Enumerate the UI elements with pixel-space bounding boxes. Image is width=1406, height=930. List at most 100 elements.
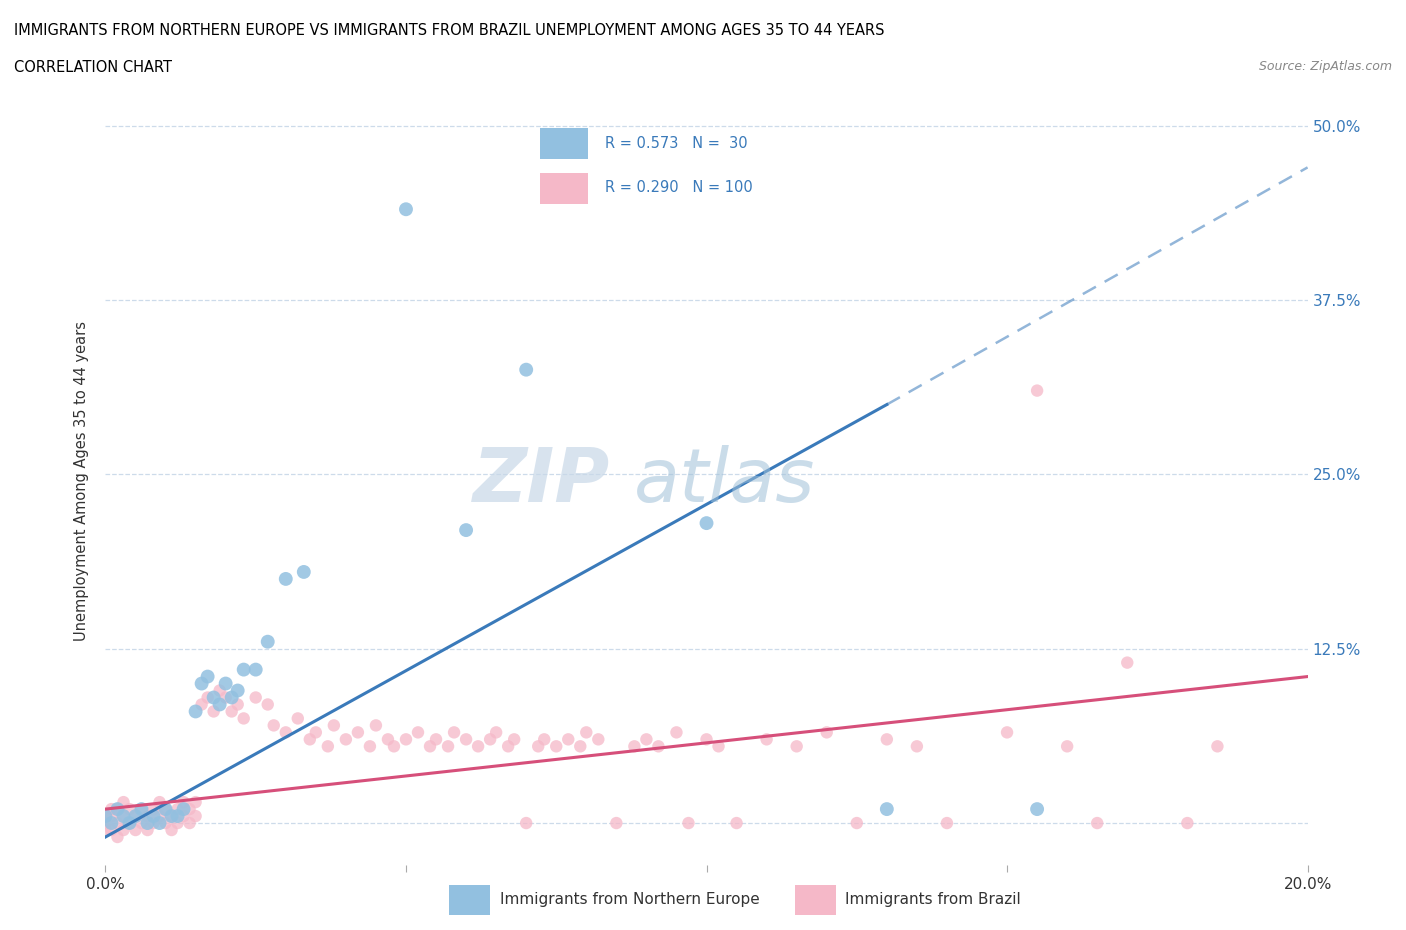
Point: [569, 738, 592, 753]
Point: [202, 704, 225, 719]
Point: [112, 823, 135, 838]
Point: [274, 572, 297, 587]
Point: [406, 725, 429, 740]
Point: [107, 830, 129, 844]
Point: [136, 816, 159, 830]
Point: [454, 523, 477, 538]
Point: [184, 809, 207, 824]
Point: [94, 809, 117, 824]
Point: [173, 809, 195, 824]
Point: [100, 809, 122, 824]
Point: [112, 794, 135, 809]
Point: [155, 802, 177, 817]
Point: [725, 816, 748, 830]
Point: [876, 802, 898, 817]
Point: [245, 690, 267, 705]
Point: [142, 802, 165, 817]
Point: [1085, 816, 1108, 830]
Point: [503, 732, 526, 747]
Point: [623, 738, 645, 753]
Point: [382, 738, 405, 753]
Point: [221, 690, 243, 705]
Text: Immigrants from Brazil: Immigrants from Brazil: [845, 892, 1021, 908]
Point: [696, 732, 718, 747]
Point: [696, 516, 718, 531]
Point: [124, 809, 146, 824]
Point: [214, 676, 236, 691]
Point: [588, 732, 610, 747]
Point: [395, 732, 418, 747]
Point: [1026, 383, 1049, 398]
Point: [160, 809, 183, 824]
Point: [515, 816, 537, 830]
FancyBboxPatch shape: [796, 885, 837, 915]
Point: [148, 809, 170, 824]
Point: [190, 698, 212, 712]
Point: [100, 816, 122, 830]
Point: [575, 725, 598, 740]
Point: [437, 738, 460, 753]
Point: [100, 823, 122, 838]
Point: [226, 683, 249, 698]
Point: [208, 698, 231, 712]
Text: ZIP: ZIP: [472, 445, 610, 518]
FancyBboxPatch shape: [540, 173, 588, 205]
Point: [232, 662, 254, 677]
Point: [755, 732, 778, 747]
Point: [876, 732, 898, 747]
Point: [647, 738, 669, 753]
Point: [107, 802, 129, 817]
Point: [419, 738, 441, 753]
Point: [905, 738, 928, 753]
Point: [305, 725, 328, 740]
Point: [605, 816, 627, 830]
Point: [136, 809, 159, 824]
Y-axis label: Unemployment Among Ages 35 to 44 years: Unemployment Among Ages 35 to 44 years: [75, 321, 90, 642]
Point: [359, 738, 381, 753]
Point: [112, 809, 135, 824]
Point: [166, 809, 188, 824]
Point: [292, 565, 315, 579]
Point: [148, 794, 170, 809]
Point: [322, 718, 344, 733]
Point: [1206, 738, 1229, 753]
Point: [815, 725, 838, 740]
Point: [527, 738, 550, 753]
Point: [136, 823, 159, 838]
Point: [179, 816, 201, 830]
Point: [665, 725, 688, 740]
Point: [208, 683, 231, 698]
Point: [395, 202, 418, 217]
Point: [124, 823, 146, 838]
Point: [845, 816, 868, 830]
Point: [245, 662, 267, 677]
Point: [232, 711, 254, 726]
Point: [197, 690, 219, 705]
Text: CORRELATION CHART: CORRELATION CHART: [14, 60, 172, 75]
Point: [124, 809, 146, 824]
FancyBboxPatch shape: [449, 885, 491, 915]
Text: Source: ZipAtlas.com: Source: ZipAtlas.com: [1258, 60, 1392, 73]
Point: [298, 732, 321, 747]
Point: [479, 732, 502, 747]
Point: [118, 816, 141, 830]
Point: [131, 802, 153, 817]
Point: [184, 704, 207, 719]
Point: [166, 816, 188, 830]
Point: [179, 802, 201, 817]
Point: [515, 363, 537, 378]
Point: [118, 816, 141, 830]
Point: [364, 718, 387, 733]
Point: [155, 802, 177, 817]
Point: [107, 802, 129, 817]
Point: [160, 809, 183, 824]
Point: [347, 725, 370, 740]
Point: [221, 704, 243, 719]
Point: [94, 816, 117, 830]
Text: R = 0.290   N = 100: R = 0.290 N = 100: [605, 180, 752, 195]
Point: [678, 816, 700, 830]
Point: [1116, 656, 1139, 671]
Point: [112, 809, 135, 824]
Point: [1175, 816, 1198, 830]
Point: [166, 802, 188, 817]
